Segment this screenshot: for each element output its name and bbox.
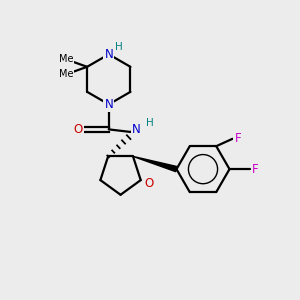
Polygon shape — [133, 156, 177, 172]
Text: F: F — [252, 163, 259, 176]
Text: Me: Me — [59, 54, 74, 64]
Text: N: N — [132, 123, 140, 136]
Text: F: F — [234, 132, 241, 145]
Text: O: O — [74, 123, 83, 136]
Text: N: N — [104, 48, 113, 61]
Text: H: H — [146, 118, 154, 128]
Text: O: O — [144, 177, 154, 190]
Text: Me: Me — [59, 70, 74, 80]
Text: N: N — [104, 98, 113, 111]
Text: H: H — [115, 42, 123, 52]
